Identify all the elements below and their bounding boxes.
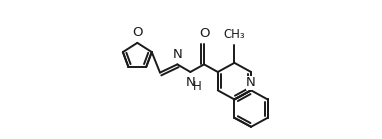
Text: CH₃: CH₃	[223, 28, 245, 41]
Text: O: O	[132, 26, 142, 39]
Text: H: H	[193, 80, 202, 93]
Text: O: O	[199, 27, 209, 40]
Text: N: N	[246, 76, 256, 89]
Text: N: N	[172, 48, 182, 60]
Text: N: N	[186, 76, 195, 89]
